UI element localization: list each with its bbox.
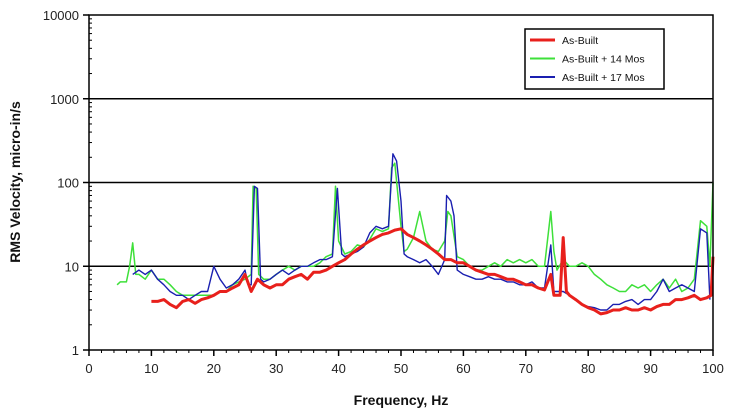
gridlines — [89, 97, 713, 268]
y-tick-label: 10 — [65, 259, 79, 274]
x-axis-label: Frequency, Hz — [354, 392, 449, 408]
legend-label: As-Built — [562, 35, 598, 47]
x-tick-label: 90 — [643, 361, 657, 376]
y-tick-labels: 1 10 100 1000 10000 — [43, 8, 79, 358]
x-tick-label: 70 — [519, 361, 533, 376]
legend: As-Built As-Built + 14 Mos As-Built + 17 M… — [524, 28, 665, 90]
y-tick-label: 1000 — [50, 92, 79, 107]
y-tick-label: 10000 — [43, 8, 79, 23]
series-line-as-built-17-mos — [132, 153, 711, 311]
y-axis-label: RMS Velocity, micro-in/s — [7, 101, 23, 263]
legend-label: As-Built + 14 Mos — [562, 54, 645, 66]
x-tick-label: 0 — [85, 361, 92, 376]
plot-frame — [88, 14, 714, 351]
x-tick-labels: 0 10 20 30 40 50 60 70 80 90 100 — [85, 361, 723, 376]
series-line-as-built — [151, 227, 715, 316]
series-lines — [116, 153, 715, 316]
x-tick-label: 80 — [581, 361, 595, 376]
x-tick-label: 100 — [702, 361, 724, 376]
x-tick-label: 10 — [144, 361, 158, 376]
legend-label: As-Built + 17 Mos — [562, 72, 645, 84]
x-tick-label: 50 — [394, 361, 408, 376]
x-tick-label: 60 — [456, 361, 470, 376]
x-tick-label: 20 — [207, 361, 221, 376]
y-tick-label: 1 — [72, 343, 79, 358]
x-tick-label: 30 — [269, 361, 283, 376]
y-tick-label: 100 — [57, 176, 79, 191]
x-tick-label: 40 — [331, 361, 345, 376]
